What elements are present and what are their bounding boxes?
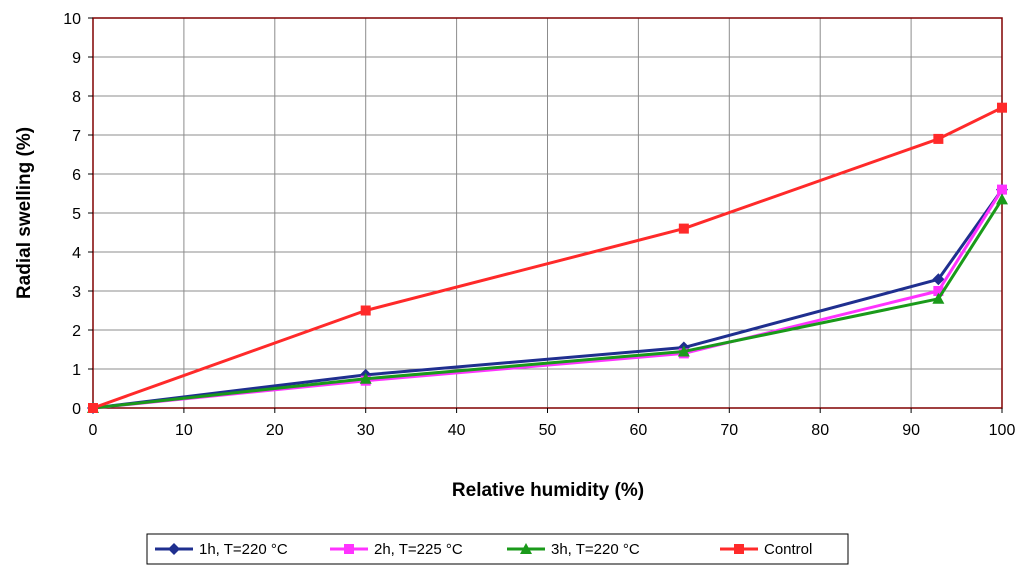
- data-point: [360, 305, 371, 316]
- y-tick-label: 7: [72, 128, 81, 145]
- x-tick-label: 60: [630, 422, 648, 439]
- data-point: [933, 133, 944, 144]
- data-point: [678, 223, 689, 234]
- data-point: [997, 102, 1007, 113]
- legend-label: 3h, T=220 °C: [551, 541, 640, 558]
- legend-item: Control: [720, 541, 812, 558]
- legend-marker: [168, 543, 180, 555]
- legend: 1h, T=220 °C 2h, T=225 °C 3h, T=220 °C Cont…: [146, 533, 849, 565]
- y-tick-label: 9: [72, 50, 81, 67]
- x-axis-title: Relative humidity (%): [452, 480, 644, 501]
- y-tick-label: 8: [72, 89, 81, 106]
- x-tick-label: 100: [989, 422, 1016, 439]
- x-tick-label: 20: [266, 422, 284, 439]
- y-tick-label: 5: [72, 206, 81, 223]
- x-tick-label: 10: [175, 422, 193, 439]
- y-tick-label: 2: [72, 323, 81, 340]
- legend-marker: [344, 544, 354, 554]
- legend-label: Control: [764, 541, 812, 558]
- data-point: [996, 193, 1008, 205]
- legend-item: 3h, T=220 °C: [507, 541, 640, 558]
- y-tick-label: 6: [72, 167, 81, 184]
- axis-ticks: 0 10 20 30 40 50 60 70 80 90 100 0 1 2 3 4 5 6 7 8 9 10: [63, 11, 1015, 439]
- y-tick-label: 3: [72, 284, 81, 301]
- y-tick-label: 0: [72, 401, 81, 418]
- y-tick-label: 4: [72, 245, 81, 262]
- x-tick-label: 90: [902, 422, 920, 439]
- x-tick-label: 40: [448, 422, 466, 439]
- legend-label: 2h, T=225 °C: [374, 541, 463, 558]
- series-layer: [87, 102, 1008, 414]
- x-tick-label: 50: [539, 422, 557, 439]
- legend-item: 1h, T=220 °C: [155, 541, 288, 558]
- x-tick-label: 80: [811, 422, 829, 439]
- data-point: [932, 273, 945, 286]
- legend-marker: [520, 543, 532, 554]
- data-point: [933, 286, 944, 296]
- y-tick-label: 1: [72, 362, 81, 379]
- data-point: [677, 345, 690, 357]
- x-tick-label: 0: [89, 422, 98, 439]
- data-point: [932, 292, 945, 304]
- y-axis-title: Radial swelling (%): [14, 127, 35, 299]
- data-point: [359, 372, 372, 384]
- legend-item: 2h, T=225 °C: [330, 541, 463, 558]
- data-point: [997, 184, 1007, 195]
- legend-marker: [734, 544, 744, 554]
- x-tick-label: 70: [720, 422, 738, 439]
- legend-label: 1h, T=220 °C: [199, 541, 288, 558]
- y-tick-label: 10: [63, 11, 81, 28]
- data-point: [88, 403, 98, 413]
- series-3: [88, 102, 1007, 413]
- x-tick-label: 30: [357, 422, 375, 439]
